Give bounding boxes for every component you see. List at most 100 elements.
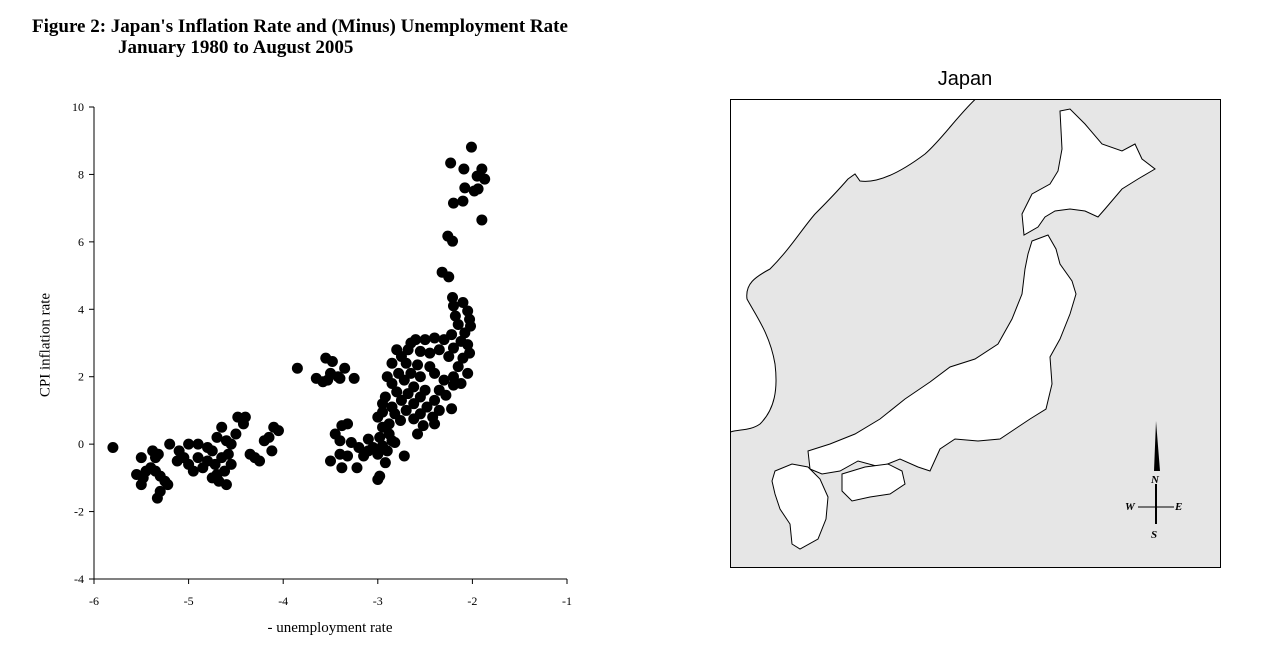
data-point bbox=[322, 374, 334, 386]
data-point bbox=[447, 379, 459, 391]
data-point bbox=[421, 401, 433, 413]
data-point bbox=[412, 359, 424, 371]
data-point bbox=[220, 479, 232, 491]
data-point bbox=[183, 438, 195, 450]
y-tick-label: 2 bbox=[78, 370, 84, 384]
data-point bbox=[459, 327, 471, 339]
data-point bbox=[272, 425, 284, 437]
data-point bbox=[452, 318, 464, 330]
x-tick-label: -6 bbox=[89, 594, 99, 608]
data-point bbox=[438, 334, 450, 346]
data-point bbox=[459, 182, 471, 194]
data-point bbox=[429, 394, 441, 406]
figure-title-line1: Figure 2: Japan's Inflation Rate and (Mi… bbox=[32, 16, 568, 37]
data-point bbox=[458, 163, 470, 175]
data-point bbox=[414, 391, 426, 403]
figure-title: Figure 2: Japan's Inflation Rate and (Mi… bbox=[32, 16, 568, 58]
scatter-chart: -4 -2 0 2 4 6 8 10 -6 -5 -4 -3 -2 -1 bbox=[72, 100, 572, 608]
data-point bbox=[266, 445, 278, 457]
asian-mainland bbox=[730, 99, 977, 433]
data-point bbox=[398, 374, 410, 386]
data-point bbox=[192, 438, 204, 450]
data-point bbox=[433, 344, 445, 356]
y-tick-label: -4 bbox=[74, 572, 84, 586]
data-point bbox=[462, 339, 474, 351]
data-point bbox=[374, 431, 386, 443]
data-point bbox=[326, 356, 338, 368]
data-point bbox=[336, 462, 348, 474]
data-point bbox=[342, 450, 354, 462]
data-point bbox=[325, 455, 336, 467]
data-point bbox=[395, 415, 407, 427]
data-point bbox=[147, 445, 159, 457]
data-point bbox=[447, 371, 459, 383]
data-point bbox=[447, 300, 459, 312]
data-point bbox=[395, 394, 407, 406]
data-point bbox=[220, 435, 232, 447]
data-point bbox=[443, 271, 455, 283]
data-point bbox=[381, 445, 393, 457]
x-tick-label: -1 bbox=[562, 594, 572, 608]
data-point bbox=[414, 345, 426, 357]
data-point bbox=[351, 462, 363, 474]
data-point bbox=[408, 398, 420, 410]
compass-north-label: N bbox=[1151, 474, 1159, 486]
japan-map bbox=[730, 99, 1221, 568]
data-point bbox=[402, 388, 414, 400]
data-point bbox=[462, 367, 474, 379]
data-point bbox=[263, 431, 275, 443]
data-point bbox=[400, 357, 412, 369]
x-axis-label: - unemployment rate bbox=[267, 620, 393, 636]
data-point bbox=[424, 347, 436, 359]
data-point bbox=[417, 420, 429, 432]
data-point bbox=[429, 332, 441, 344]
data-point bbox=[419, 334, 431, 346]
data-point bbox=[447, 235, 459, 247]
data-point bbox=[164, 438, 176, 450]
data-point bbox=[479, 173, 491, 185]
data-point bbox=[440, 389, 452, 401]
data-point bbox=[389, 436, 401, 448]
data-point bbox=[107, 442, 119, 454]
data-point bbox=[447, 291, 459, 303]
data-point bbox=[135, 452, 147, 464]
data-point bbox=[187, 465, 199, 477]
compass-east-label: E bbox=[1175, 501, 1183, 513]
data-point bbox=[291, 362, 303, 374]
compass-west-label: W bbox=[1125, 501, 1135, 513]
y-tick-label: -2 bbox=[74, 505, 84, 519]
data-point bbox=[386, 377, 398, 389]
x-tick-label: -2 bbox=[467, 594, 477, 608]
y-axis-label: CPI inflation rate bbox=[37, 292, 54, 398]
hokkaido bbox=[1021, 108, 1156, 236]
data-point bbox=[372, 411, 384, 423]
data-point bbox=[391, 386, 403, 398]
data-point bbox=[209, 458, 221, 470]
data-point bbox=[237, 418, 249, 430]
data-point bbox=[334, 372, 346, 384]
data-point bbox=[429, 367, 441, 379]
data-point bbox=[225, 458, 237, 470]
y-tick-label: 10 bbox=[72, 100, 84, 114]
data-point bbox=[446, 403, 458, 415]
data-point bbox=[230, 428, 242, 440]
data-point bbox=[465, 141, 477, 153]
data-point bbox=[211, 431, 223, 443]
data-point bbox=[171, 455, 183, 467]
data-point bbox=[162, 479, 174, 491]
data-point bbox=[438, 374, 450, 386]
data-point bbox=[457, 352, 469, 364]
data-point bbox=[372, 474, 384, 486]
data-point bbox=[219, 465, 231, 477]
shikoku bbox=[841, 463, 906, 502]
data-point bbox=[452, 361, 464, 373]
data-point bbox=[342, 418, 354, 430]
data-point bbox=[362, 433, 374, 445]
y-tick-label: 6 bbox=[78, 235, 84, 249]
y-tick-label: 4 bbox=[78, 302, 84, 316]
compass-south-label: S bbox=[1151, 529, 1158, 541]
data-point bbox=[472, 183, 484, 195]
data-point bbox=[433, 404, 445, 416]
data-point bbox=[372, 448, 384, 460]
data-point bbox=[476, 214, 488, 226]
